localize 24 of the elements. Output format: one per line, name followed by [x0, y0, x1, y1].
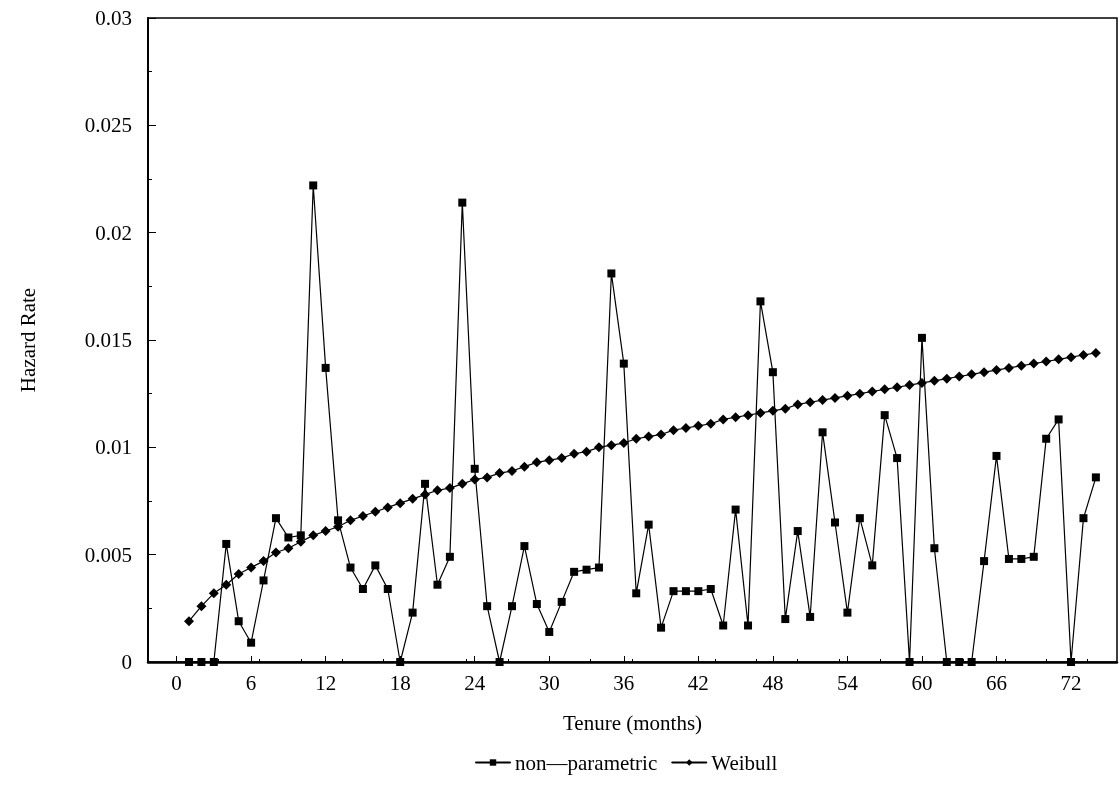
x-axis-title: Tenure (months): [562, 710, 703, 735]
x-tick-label: 42: [687, 670, 709, 695]
x-tick-label: 72: [1060, 670, 1082, 695]
x-tick-label: 66: [986, 670, 1007, 695]
y-tick-label: 0.01: [95, 435, 132, 460]
y-axis-title: Hazard Rate: [15, 287, 40, 393]
legend-label: Weibull: [711, 750, 778, 775]
x-tick-label: 54: [836, 670, 859, 695]
y-tick-label: 0.005: [84, 542, 132, 567]
x-tick-label: 24: [464, 670, 486, 695]
x-tick-label: 6: [245, 670, 257, 695]
y-tick-label: 0.02: [95, 220, 132, 245]
x-tick-label: 12: [315, 670, 337, 695]
x-tick-label: 0: [171, 670, 182, 695]
y-tick-label: 0: [121, 650, 132, 674]
y-tick-label: 0.025: [84, 113, 132, 138]
x-tick-label: 18: [389, 670, 411, 695]
x-tick-label: 30: [538, 670, 560, 695]
y-tick-label: 0.015: [84, 328, 132, 352]
legend-label: non—parametric: [515, 750, 658, 775]
x-tick-label: 36: [613, 670, 635, 695]
y-tick-label: 0.03: [95, 6, 132, 30]
x-tick-label: 48: [762, 670, 784, 695]
x-tick-label: 60: [911, 670, 933, 695]
